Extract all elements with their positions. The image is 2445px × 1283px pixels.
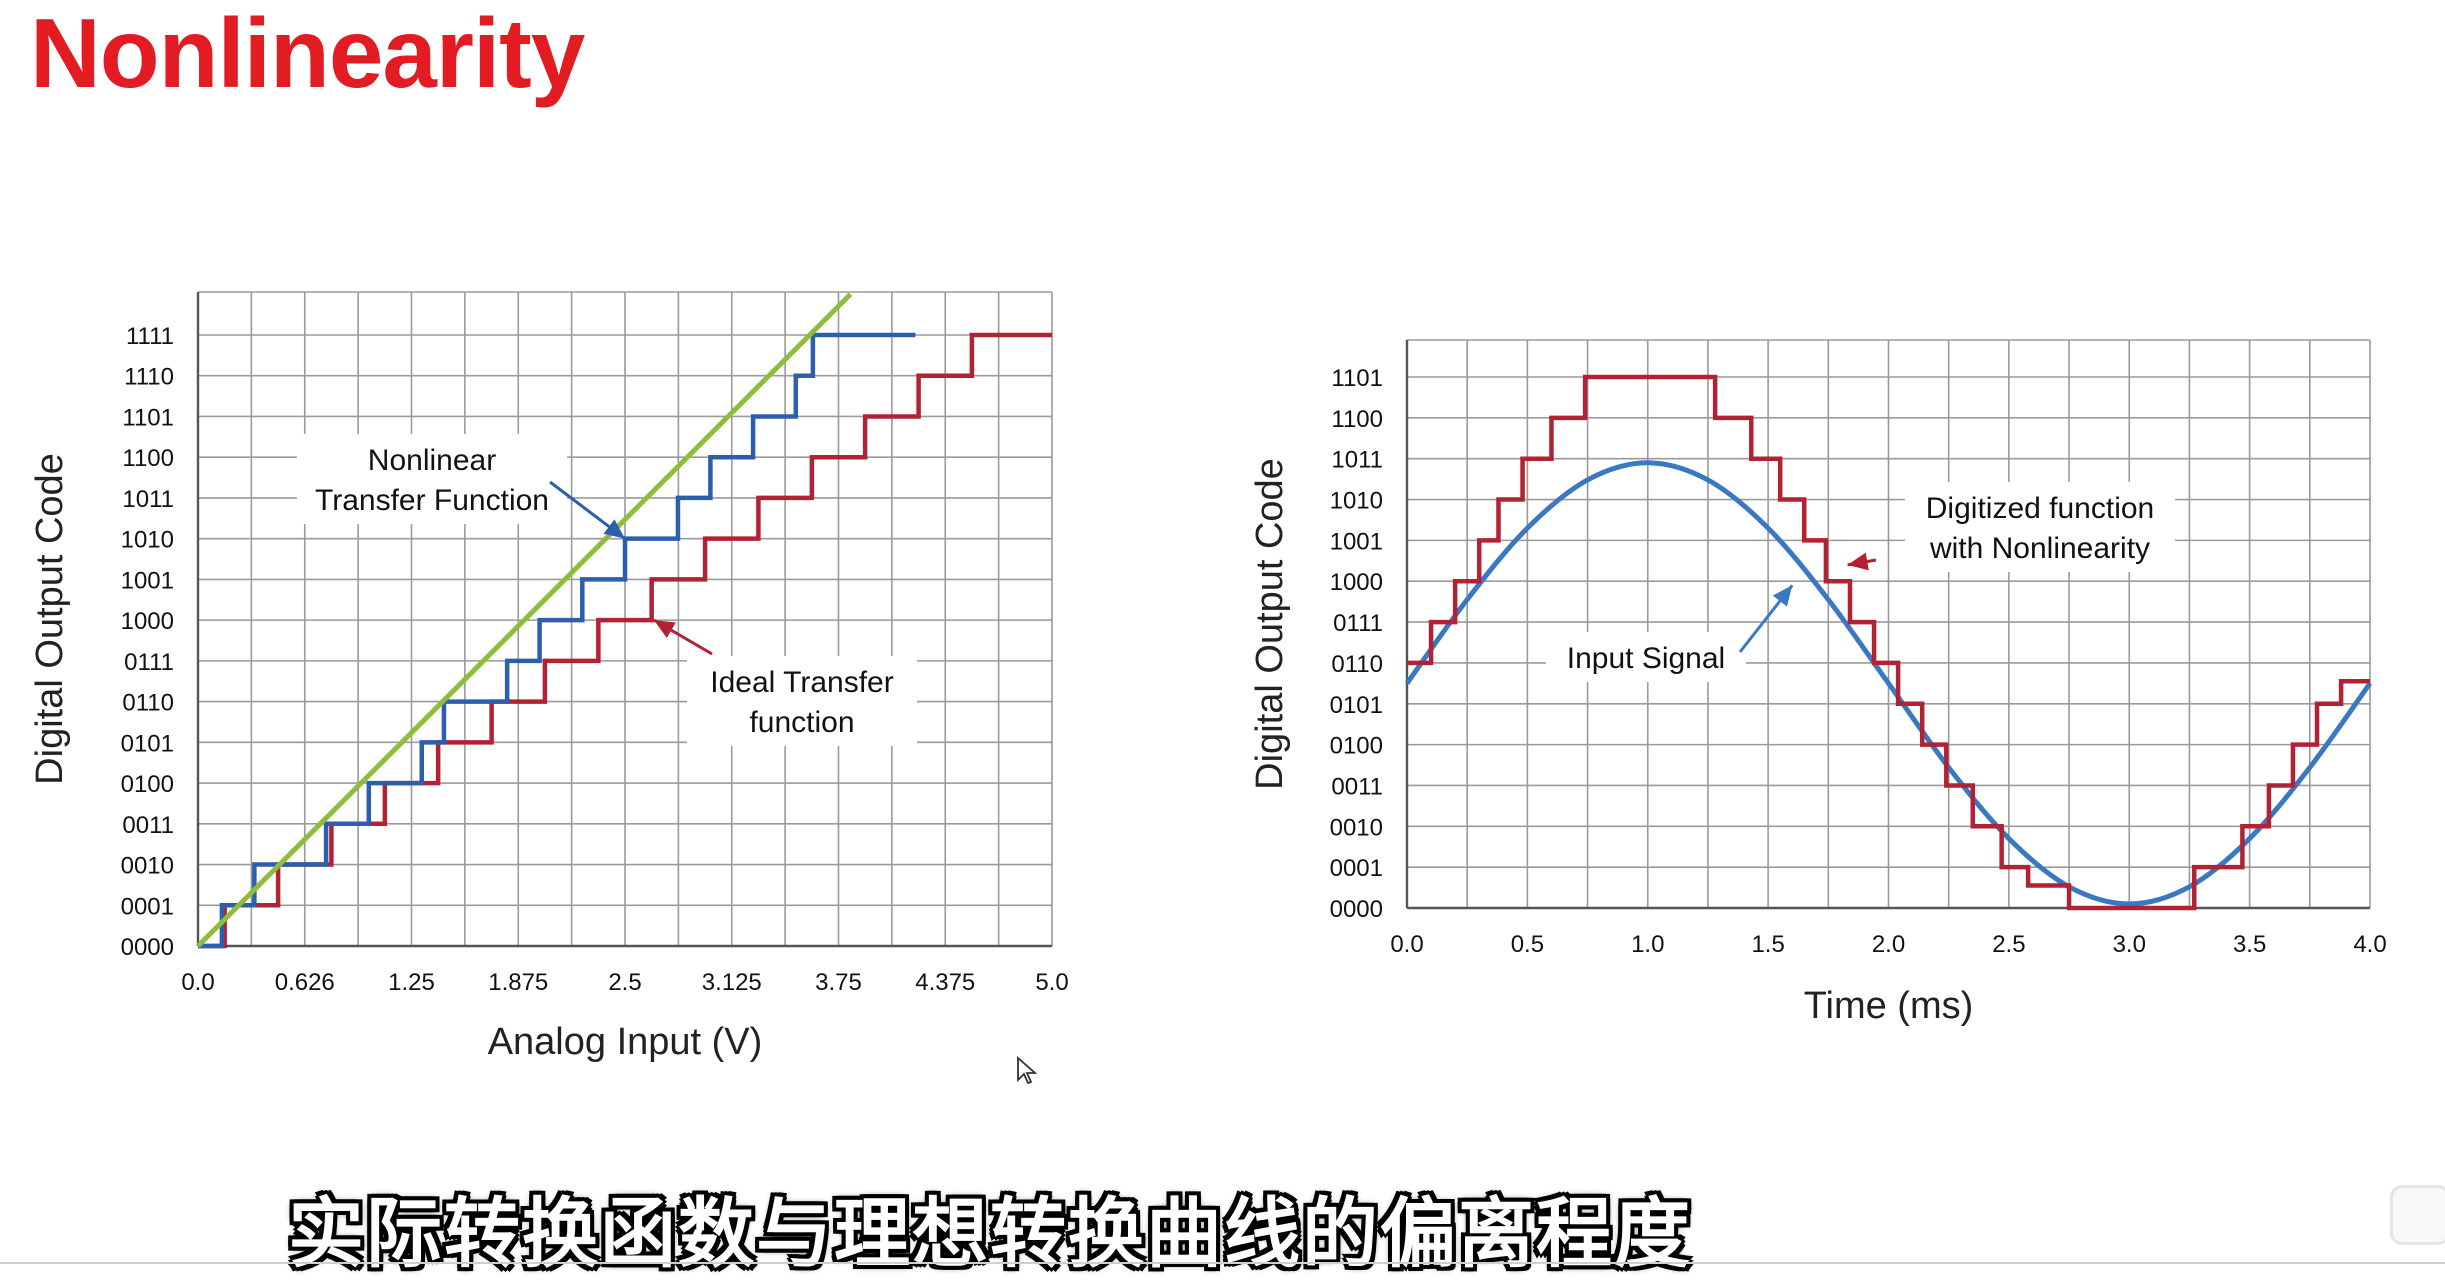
left-chart-y-axis-title: Digital Output Code: [29, 453, 71, 785]
right-chart-annotation-1-text: Input Signal: [1567, 642, 1725, 675]
left-chart-y-tick-label: 1010: [121, 527, 174, 554]
left-chart-y-tick-label: 1000: [121, 608, 174, 635]
right-chart-y-tick-label: 1101: [1331, 365, 1383, 392]
right-chart-y-tick-label: 0101: [1330, 692, 1383, 719]
right-chart-y-tick-label: 1000: [1330, 569, 1383, 596]
right-chart-y-tick-label: 0001: [1330, 855, 1383, 882]
left-chart-series-1-step-line: [198, 332, 916, 949]
left-chart-y-tick-label: 1110: [124, 364, 174, 391]
left-chart-y-tick-label: 0011: [122, 812, 174, 839]
left-chart-annotation-1-arrowhead: [654, 620, 676, 638]
left-chart-annotation-0-box: [297, 434, 567, 524]
left-chart-y-tick-label: 1101: [122, 404, 174, 431]
right-chart-annotation-0-arrowhead: [1847, 552, 1869, 571]
left-chart-x-tick-label: 2.5: [608, 969, 641, 996]
right-chart-annotation-1-arrowhead: [1772, 585, 1793, 607]
left-chart-y-tick-label: 0101: [121, 730, 174, 757]
left-chart-x-tick-label: 3.75: [815, 969, 862, 996]
right-chart-x-tick-label: 2.0: [1872, 931, 1905, 958]
right-chart-annotation-0-box: [1905, 482, 2175, 572]
right-chart-x-tick-label: 0.0: [1390, 931, 1423, 958]
left-chart-y-tick-label: 0010: [121, 853, 174, 880]
video-subtitle: 实际转换函数与理想转换曲线的偏离程度: [288, 1189, 1692, 1278]
right-chart-x-tick-label: 2.5: [1992, 931, 2025, 958]
slide-title: Nonlinearity: [30, 0, 585, 108]
left-chart-x-axis-title: Analog Input (V): [488, 1021, 763, 1063]
right-chart-annotation-0-text: with Nonlinearity: [1929, 532, 2150, 565]
right-chart-annotation-1-box: [1546, 632, 1746, 682]
left-chart-x-tick-label: 4.375: [915, 969, 975, 996]
mouse-pointer-icon: [1017, 1056, 1038, 1085]
right-chart-series-1-step-line: [1407, 374, 2370, 911]
left-chart-series-2-line: [196, 292, 853, 948]
left-chart-x-tick-label: 3.125: [702, 969, 762, 996]
left-chart-annotation-0-text: Transfer Function: [315, 484, 549, 517]
left-chart-annotation-0-arrowhead: [603, 519, 625, 539]
left-chart-y-tick-label: 0110: [122, 690, 174, 717]
left-chart-annotation-1-text: function: [749, 706, 854, 739]
left-chart-series-0-step-line: [198, 332, 1052, 949]
left-chart-x-tick-label: 0.626: [275, 969, 335, 996]
left-chart-x-tick-label: 1.25: [388, 969, 435, 996]
left-chart-y-tick-label: 0100: [121, 771, 174, 798]
right-chart-y-tick-label: 1010: [1330, 488, 1383, 515]
left-chart-y-tick-label: 1011: [122, 486, 174, 513]
right-chart-x-axis-title: Time (ms): [1804, 985, 1974, 1027]
right-chart-x-tick-label: 3.0: [2113, 931, 2146, 958]
right-chart-y-tick-label: 0100: [1330, 733, 1383, 760]
right-chart-y-tick-label: 0010: [1330, 814, 1383, 841]
left-chart-annotation-1-box: [687, 656, 917, 746]
right-chart-y-tick-label: 1001: [1330, 528, 1383, 555]
left-chart-x-tick-label: 5.0: [1035, 969, 1068, 996]
left-chart-annotation-0-text: Nonlinear: [368, 444, 496, 477]
left-chart-y-tick-label: 1111: [126, 323, 174, 350]
right-chart-y-tick-label: 1100: [1331, 406, 1383, 433]
left-chart-y-tick-label: 0111: [124, 649, 174, 676]
right-chart-y-tick-label: 0111: [1333, 610, 1383, 637]
left-chart-x-tick-label: 1.875: [488, 969, 548, 996]
left-chart-y-tick-label: 1001: [121, 567, 174, 594]
left-chart-y-tick-label: 1100: [122, 445, 174, 472]
bottom-divider: [0, 1262, 2445, 1264]
right-chart-x-tick-label: 1.0: [1631, 931, 1664, 958]
right-chart-x-tick-label: 1.5: [1751, 931, 1784, 958]
left-chart-y-tick-label: 0001: [121, 893, 174, 920]
right-chart-x-tick-label: 3.5: [2233, 931, 2266, 958]
left-chart-annotation-1-text: Ideal Transfer: [710, 666, 893, 699]
right-chart-y-tick-label: 0011: [1331, 773, 1383, 800]
right-chart-y-tick-label: 0000: [1330, 896, 1383, 923]
left-chart-y-tick-label: 0000: [121, 934, 174, 961]
right-chart-x-tick-label: 4.0: [2353, 931, 2386, 958]
chart-left: 0.0 0.626 1.25 1.875 2.5 3.125 3.75 4.375 5.0 000…: [29, 291, 1069, 1063]
right-chart-y-tick-label: 1011: [1331, 447, 1383, 474]
right-chart-annotation-0-text: Digitized function: [1926, 492, 2154, 525]
left-chart-x-tick-label: 0.0: [181, 969, 214, 996]
right-chart-y-tick-label: 0110: [1331, 651, 1383, 678]
chart-right: 0.0 0.5 1.0 1.5 2.0 2.5 3.0 3.5 4.0 0000 0001 0010 0…: [1249, 339, 2387, 1027]
right-chart-x-tick-label: 0.5: [1511, 931, 1544, 958]
video-player-control-icon[interactable]: [2390, 1185, 2445, 1245]
right-chart-y-axis-title: Digital Output Code: [1249, 458, 1291, 790]
